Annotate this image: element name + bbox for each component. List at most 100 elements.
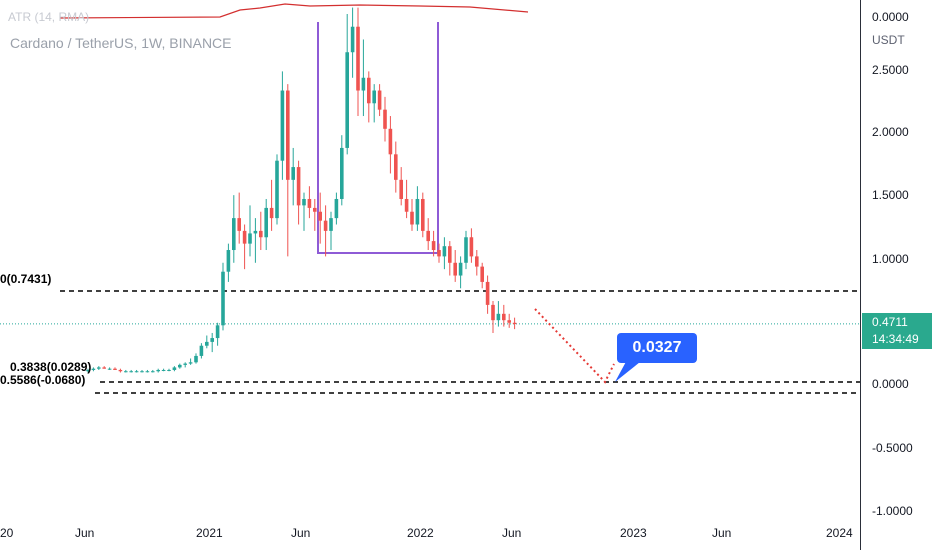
candle-body bbox=[237, 218, 241, 231]
time-tick: Jun bbox=[502, 526, 522, 540]
candle-body bbox=[512, 322, 517, 325]
symbol-title: Cardano / TetherUS, 1W, BINANCE bbox=[10, 35, 232, 51]
candle-body bbox=[318, 211, 322, 221]
candle-body bbox=[118, 369, 123, 372]
time-tick: Jun bbox=[75, 526, 95, 540]
candle-body bbox=[426, 230, 430, 242]
candle-body bbox=[399, 179, 403, 199]
candle-body bbox=[248, 233, 252, 244]
fib-label-lower-a: 0.3838(0.0289) bbox=[10, 360, 92, 374]
candle-body bbox=[302, 198, 306, 206]
candle-body bbox=[226, 250, 231, 272]
candle-body bbox=[215, 325, 220, 339]
candle-body bbox=[178, 364, 182, 368]
price-tick: 1.5000 bbox=[872, 188, 909, 202]
candle-body bbox=[502, 313, 506, 321]
candle-body bbox=[91, 368, 96, 370]
atr-indicator-label: ATR (14, RMA) bbox=[8, 10, 90, 24]
candle-body bbox=[296, 167, 301, 206]
price-unit: USDT bbox=[872, 33, 905, 47]
candle-body bbox=[496, 313, 501, 321]
candle-body bbox=[232, 218, 236, 251]
candle-body bbox=[307, 198, 312, 208]
candle-body bbox=[367, 77, 371, 104]
candle-body bbox=[161, 369, 166, 371]
candle-body bbox=[97, 367, 101, 369]
atr-line bbox=[59, 3, 529, 19]
candle-body bbox=[421, 198, 425, 231]
candle-body bbox=[199, 345, 204, 356]
candle-body bbox=[253, 230, 258, 234]
time-tick: 2024 bbox=[826, 526, 853, 540]
candle-body bbox=[129, 371, 133, 373]
candle-body bbox=[194, 355, 198, 363]
candle-body bbox=[259, 230, 263, 238]
candle-body bbox=[464, 237, 468, 263]
candle-body bbox=[280, 90, 285, 161]
candle-body bbox=[383, 109, 387, 129]
candle-body bbox=[469, 237, 474, 257]
price-tick: 1.0000 bbox=[872, 252, 909, 266]
candle-body bbox=[507, 320, 511, 323]
candle-body bbox=[102, 367, 106, 369]
candle-body bbox=[410, 211, 414, 225]
candle-body bbox=[172, 367, 177, 370]
time-tick: Jun bbox=[291, 526, 311, 540]
candle-body bbox=[361, 77, 366, 91]
candle-body bbox=[453, 262, 457, 276]
candle-body bbox=[475, 256, 479, 267]
candle-body bbox=[205, 341, 209, 346]
candle-body bbox=[329, 218, 333, 231]
candle-body bbox=[388, 128, 393, 155]
candle-body bbox=[480, 266, 484, 282]
price-chart[interactable] bbox=[0, 0, 860, 550]
candle-body bbox=[107, 368, 112, 370]
candle-body bbox=[334, 198, 339, 219]
candle-body bbox=[404, 198, 409, 212]
candle-body bbox=[372, 90, 376, 104]
target-callout[interactable]: 0.0327 bbox=[617, 333, 697, 363]
price-tick: -1.0000 bbox=[872, 504, 913, 518]
candle-body bbox=[86, 369, 90, 372]
time-tick: 20 bbox=[0, 526, 14, 540]
candle-body bbox=[437, 250, 441, 257]
candle-body bbox=[286, 90, 290, 180]
price-tick: 2.0000 bbox=[872, 125, 909, 139]
candle-body bbox=[345, 52, 349, 148]
candle-body bbox=[340, 147, 344, 199]
candle-body bbox=[156, 369, 160, 372]
candle-body bbox=[377, 90, 382, 110]
candle-body bbox=[221, 271, 225, 326]
candle-body bbox=[431, 241, 436, 251]
time-tick: 2023 bbox=[620, 526, 647, 540]
candle-body bbox=[242, 230, 247, 244]
candle-body bbox=[183, 363, 187, 365]
candle-body bbox=[350, 26, 355, 53]
candle-body bbox=[210, 338, 214, 342]
time-tick: 2022 bbox=[407, 526, 434, 540]
candle-body bbox=[145, 371, 150, 373]
candle-body bbox=[134, 371, 139, 373]
candle-body bbox=[269, 207, 274, 219]
price-axis[interactable] bbox=[860, 0, 932, 550]
indicator-axis-tick: 0.0000 bbox=[872, 10, 909, 24]
fib-label-lower-b: 0.5586(-0.0680) bbox=[0, 373, 86, 387]
candle-body bbox=[442, 246, 447, 257]
candle-body bbox=[491, 304, 495, 321]
candle-body bbox=[458, 262, 463, 276]
last-price-value: 0.4711 bbox=[872, 315, 908, 329]
candle-body bbox=[356, 26, 360, 91]
candle-body bbox=[323, 220, 328, 231]
candle-body bbox=[151, 371, 155, 373]
candle-body bbox=[140, 371, 144, 373]
candle-body bbox=[415, 198, 420, 225]
price-tick: 0.0000 bbox=[872, 377, 909, 391]
candle-body bbox=[448, 246, 452, 263]
candle-body bbox=[394, 154, 398, 180]
box-annotation bbox=[317, 22, 439, 254]
candle-body bbox=[167, 369, 171, 371]
fib-label-upper: 0(0.7431) bbox=[0, 272, 52, 286]
price-tick: -0.5000 bbox=[872, 441, 913, 455]
candle-body bbox=[275, 160, 279, 219]
